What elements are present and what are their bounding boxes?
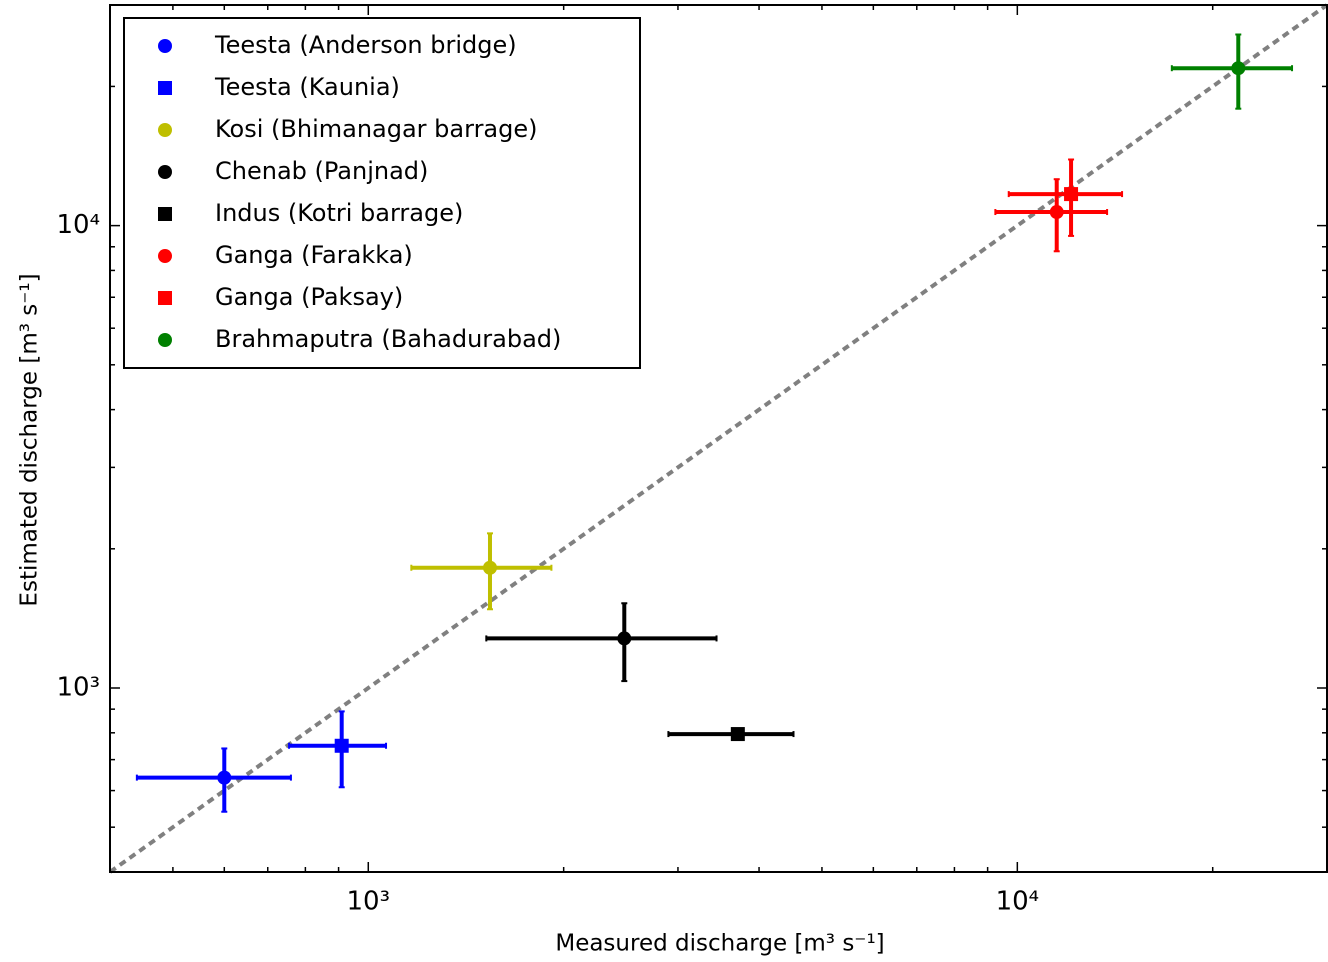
y-axis-label: Estimated discharge [m³ s⁻¹] <box>17 273 43 606</box>
y-tick-label: 10⁴ <box>56 210 100 240</box>
x-tick-label: 10⁴ <box>996 887 1040 917</box>
legend-label: Ganga (Paksay) <box>215 283 403 311</box>
x-tick-label: 10³ <box>347 887 391 917</box>
legend: Teesta (Anderson bridge) Teesta (Kaunia) K… <box>123 17 641 369</box>
legend-box <box>123 17 641 369</box>
marker <box>217 770 232 785</box>
legend-label: Teesta (Anderson bridge) <box>214 31 517 59</box>
legend-marker <box>158 333 172 347</box>
legend-marker <box>158 207 172 221</box>
y-tick-label: 10³ <box>56 672 100 702</box>
legend-label: Kosi (Bhimanagar barrage) <box>215 115 538 143</box>
legend-marker <box>158 249 172 263</box>
legend-marker <box>158 81 172 95</box>
legend-label: Chenab (Panjnad) <box>215 157 428 185</box>
legend-marker <box>158 123 172 137</box>
legend-label: Ganga (Farakka) <box>215 241 413 269</box>
marker <box>1064 187 1079 202</box>
legend-label: Teesta (Kaunia) <box>214 73 400 101</box>
legend-label: Brahmaputra (Bahadurabad) <box>215 325 561 353</box>
legend-label: Indus (Kotri barrage) <box>215 199 463 227</box>
legend-marker <box>158 291 172 305</box>
x-axis-label: Measured discharge [m³ s⁻¹] <box>555 931 884 957</box>
legend-marker <box>158 39 172 53</box>
legend-marker <box>158 165 172 179</box>
marker <box>482 560 497 575</box>
identity-line <box>108 3 1328 874</box>
marker <box>617 631 632 646</box>
marker <box>1231 61 1246 76</box>
marker <box>730 727 745 742</box>
plot-frame <box>109 4 1328 873</box>
marker <box>334 738 349 753</box>
marker <box>1049 205 1064 220</box>
